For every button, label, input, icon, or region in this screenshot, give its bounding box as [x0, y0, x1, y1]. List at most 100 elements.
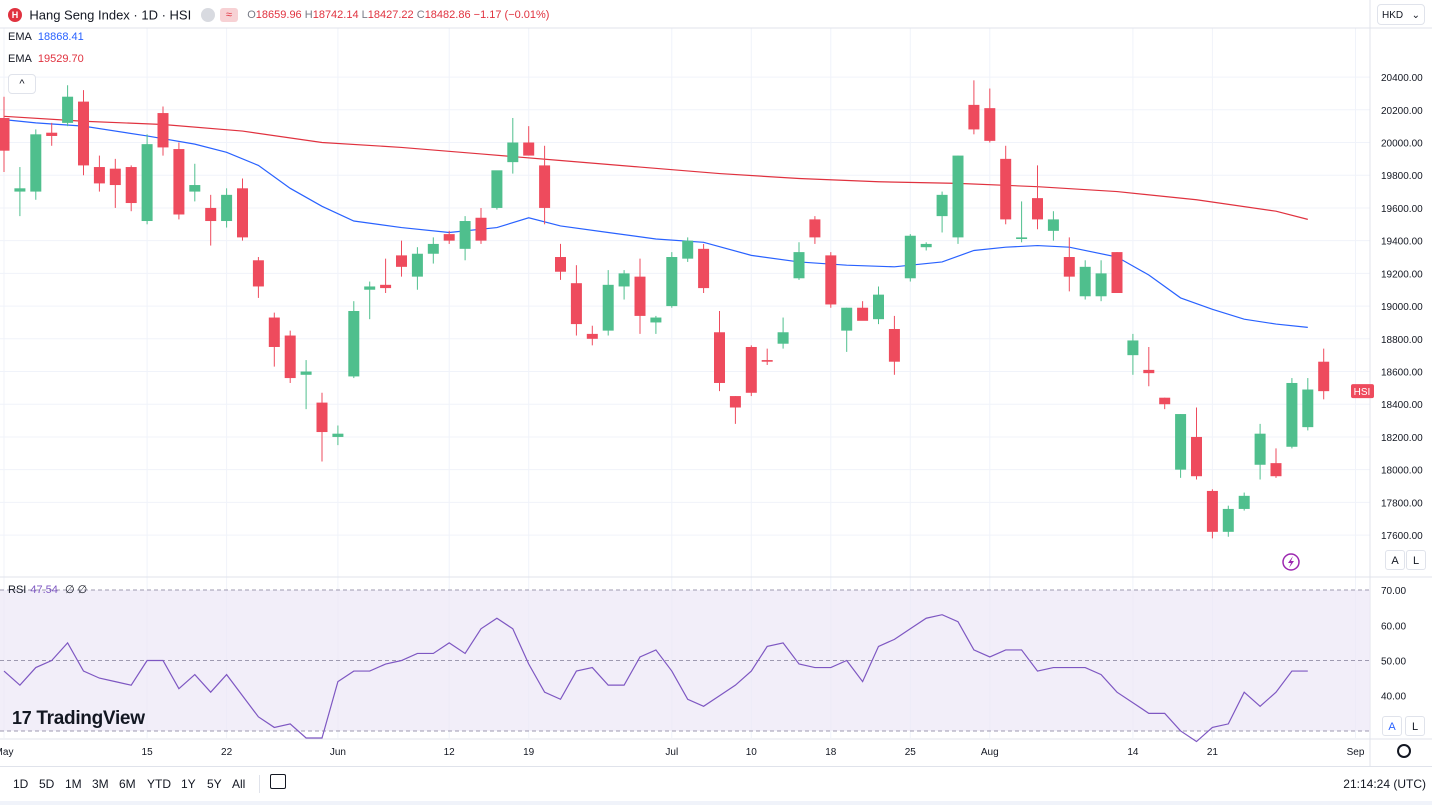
candle-body: [332, 433, 344, 437]
y-tick-label: 18800.00: [1381, 335, 1423, 346]
candle-body: [1302, 389, 1314, 428]
candle-body: [252, 260, 264, 287]
candle-body: [157, 113, 169, 148]
timeframe-1m[interactable]: 1M: [65, 777, 82, 791]
candle-body: [1159, 397, 1171, 405]
x-tick-label: 15: [142, 747, 154, 758]
rsi-auto-scale-button[interactable]: A: [1382, 716, 1402, 736]
candle-body: [205, 207, 217, 222]
candle-body: [237, 188, 248, 238]
candle-body: [109, 168, 121, 186]
candle-body: [1143, 369, 1155, 374]
rsi-tick-label: 40.00: [1381, 692, 1406, 703]
symbol-legend[interactable]: H Hang Seng Index · 1D · HSI ≈ O18659.96…: [8, 7, 549, 22]
y-tick-label: 19600.00: [1381, 204, 1423, 215]
candle-body: [411, 253, 423, 277]
candle-body: [555, 257, 566, 272]
x-tick-label: 19: [523, 747, 535, 758]
x-tick-label: 10: [746, 747, 758, 758]
tradingview-logo-icon: 17: [12, 708, 32, 728]
candle-body: [904, 235, 916, 279]
timeframe-5d[interactable]: 5D: [39, 777, 55, 791]
toolbar-divider: [259, 775, 260, 793]
candle-body: [93, 167, 105, 184]
timeframe-3m[interactable]: 3M: [92, 777, 109, 791]
candle-body: [1286, 382, 1298, 447]
candle-body: [380, 284, 392, 289]
candle-body: [348, 310, 360, 377]
timeframe-6m[interactable]: 6M: [119, 777, 136, 791]
collapse-legend-button[interactable]: ^: [8, 74, 36, 94]
candles-group: [0, 80, 1330, 539]
candle-body: [666, 257, 678, 307]
lightning-icon: [1282, 553, 1300, 571]
candle-body: [1318, 361, 1330, 392]
candle-body: [475, 217, 487, 241]
settings-icon[interactable]: [1397, 744, 1411, 758]
rsi-line: [3, 614, 1308, 743]
candle-body: [1254, 433, 1266, 465]
rsi-legend[interactable]: RSI 47.54 ∅ ∅: [8, 584, 88, 596]
candle-body: [30, 134, 42, 192]
x-tick-label: Jul: [665, 747, 678, 758]
symbol-title[interactable]: Hang Seng Index · 1D · HSI: [29, 7, 192, 23]
y-tick-label: 20000.00: [1381, 139, 1423, 150]
candle-body: [1063, 257, 1075, 277]
candle-body: [650, 317, 662, 323]
bottom-strip: [0, 801, 1432, 805]
candle-body: [570, 283, 582, 325]
candle-body: [777, 332, 789, 344]
candle-body: [1047, 219, 1059, 231]
candle-body: [809, 219, 821, 238]
currency-selector[interactable]: HKD ⌄: [1377, 4, 1425, 25]
candle-body: [14, 188, 26, 192]
lightning-bolt-icon: [1288, 556, 1294, 568]
x-tick-label: 12: [444, 747, 456, 758]
timeframe-ytd[interactable]: YTD: [147, 777, 171, 791]
candle-body: [968, 104, 980, 130]
chevron-up-icon: ^: [19, 78, 25, 90]
x-tick-label: Aug: [981, 747, 999, 758]
y-tick-label: 18000.00: [1381, 466, 1423, 477]
timeframe-all[interactable]: All: [232, 777, 246, 791]
candle-body: [62, 96, 74, 123]
candle-body: [46, 132, 58, 136]
wave-icon[interactable]: ≈: [219, 7, 238, 22]
price-auto-scale-button[interactable]: A: [1385, 550, 1405, 570]
price-log-scale-button[interactable]: L: [1406, 550, 1426, 570]
y-tick-label: 18200.00: [1381, 433, 1423, 444]
candle-body: [1095, 273, 1107, 297]
tradingview-logo[interactable]: 17 TradingView: [12, 708, 145, 729]
candle-body: [1238, 495, 1250, 509]
ema-legend-1[interactable]: EMA 18868.41: [8, 31, 84, 43]
candle-body: [586, 333, 598, 339]
ema-fast-line: [3, 119, 1308, 328]
eye-icon[interactable]: [200, 7, 215, 22]
candle-body: [141, 144, 153, 222]
candle-body: [0, 117, 10, 151]
rsi-log-scale-button[interactable]: L: [1405, 716, 1425, 736]
candle-body: [793, 252, 805, 279]
candle-body: [316, 402, 328, 433]
candle-body: [1079, 266, 1091, 297]
y-tick-label: 19800.00: [1381, 171, 1423, 182]
candle-body: [507, 142, 519, 163]
timeframe-1y[interactable]: 1Y: [181, 777, 196, 791]
candle-body: [825, 255, 837, 305]
clock[interactable]: 21:14:24 (UTC): [1343, 777, 1426, 791]
candle-body: [1016, 237, 1028, 240]
candle-body: [459, 221, 471, 249]
x-tick-label: 14: [1127, 747, 1139, 758]
timeframe-5y[interactable]: 5Y: [207, 777, 222, 791]
candle-body: [729, 396, 741, 408]
candle-body: [1175, 414, 1187, 470]
x-tick-label: Sep: [1347, 747, 1365, 758]
ema-legend-2[interactable]: EMA 19529.70: [8, 53, 84, 65]
candle-body: [1222, 508, 1234, 532]
candle-body: [78, 101, 89, 166]
timeframe-1d[interactable]: 1D: [13, 777, 29, 791]
calendar-icon[interactable]: [270, 774, 286, 789]
candle-body: [443, 234, 455, 241]
candle-body: [221, 194, 233, 222]
